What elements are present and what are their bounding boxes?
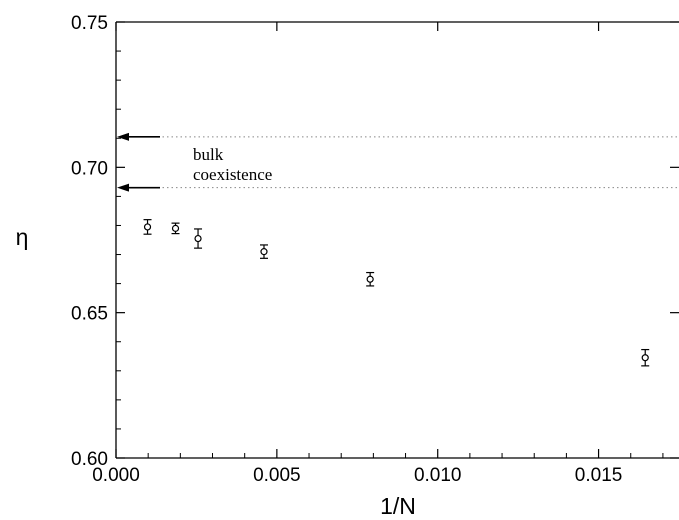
- data-points: [143, 219, 650, 367]
- data-point: [171, 224, 180, 232]
- arrow-head: [117, 183, 129, 192]
- reference-lines: [158, 136, 679, 189]
- x-tick-label: 0.005: [253, 465, 301, 486]
- ticks: 0.60 0.65 0.70 0.75 0.000 0.005 0.010 0.015: [71, 13, 679, 486]
- x-tick-label: 0.010: [414, 465, 462, 486]
- y-tick-label: 0.60: [71, 449, 108, 470]
- data-point: [143, 223, 152, 231]
- data-point: [194, 234, 202, 243]
- axes: [115, 21, 679, 459]
- y-tick-label: 0.75: [71, 13, 108, 34]
- x-axis-title: 1/N: [380, 493, 416, 519]
- annotation-coexistence: coexistence: [193, 165, 272, 184]
- data-point: [366, 275, 374, 283]
- y-axis-title: η: [16, 224, 29, 250]
- arrow-head: [117, 132, 129, 141]
- data-point: [641, 354, 649, 362]
- x-tick-label: 0.015: [575, 465, 623, 486]
- coexistence-arrows: [117, 132, 160, 192]
- y-tick-label: 0.65: [71, 304, 108, 325]
- y-tick-label: 0.70: [71, 158, 108, 179]
- data-point: [260, 248, 268, 256]
- x-tick-label: 0.000: [92, 465, 140, 486]
- annotation-bulk: bulk: [193, 145, 224, 164]
